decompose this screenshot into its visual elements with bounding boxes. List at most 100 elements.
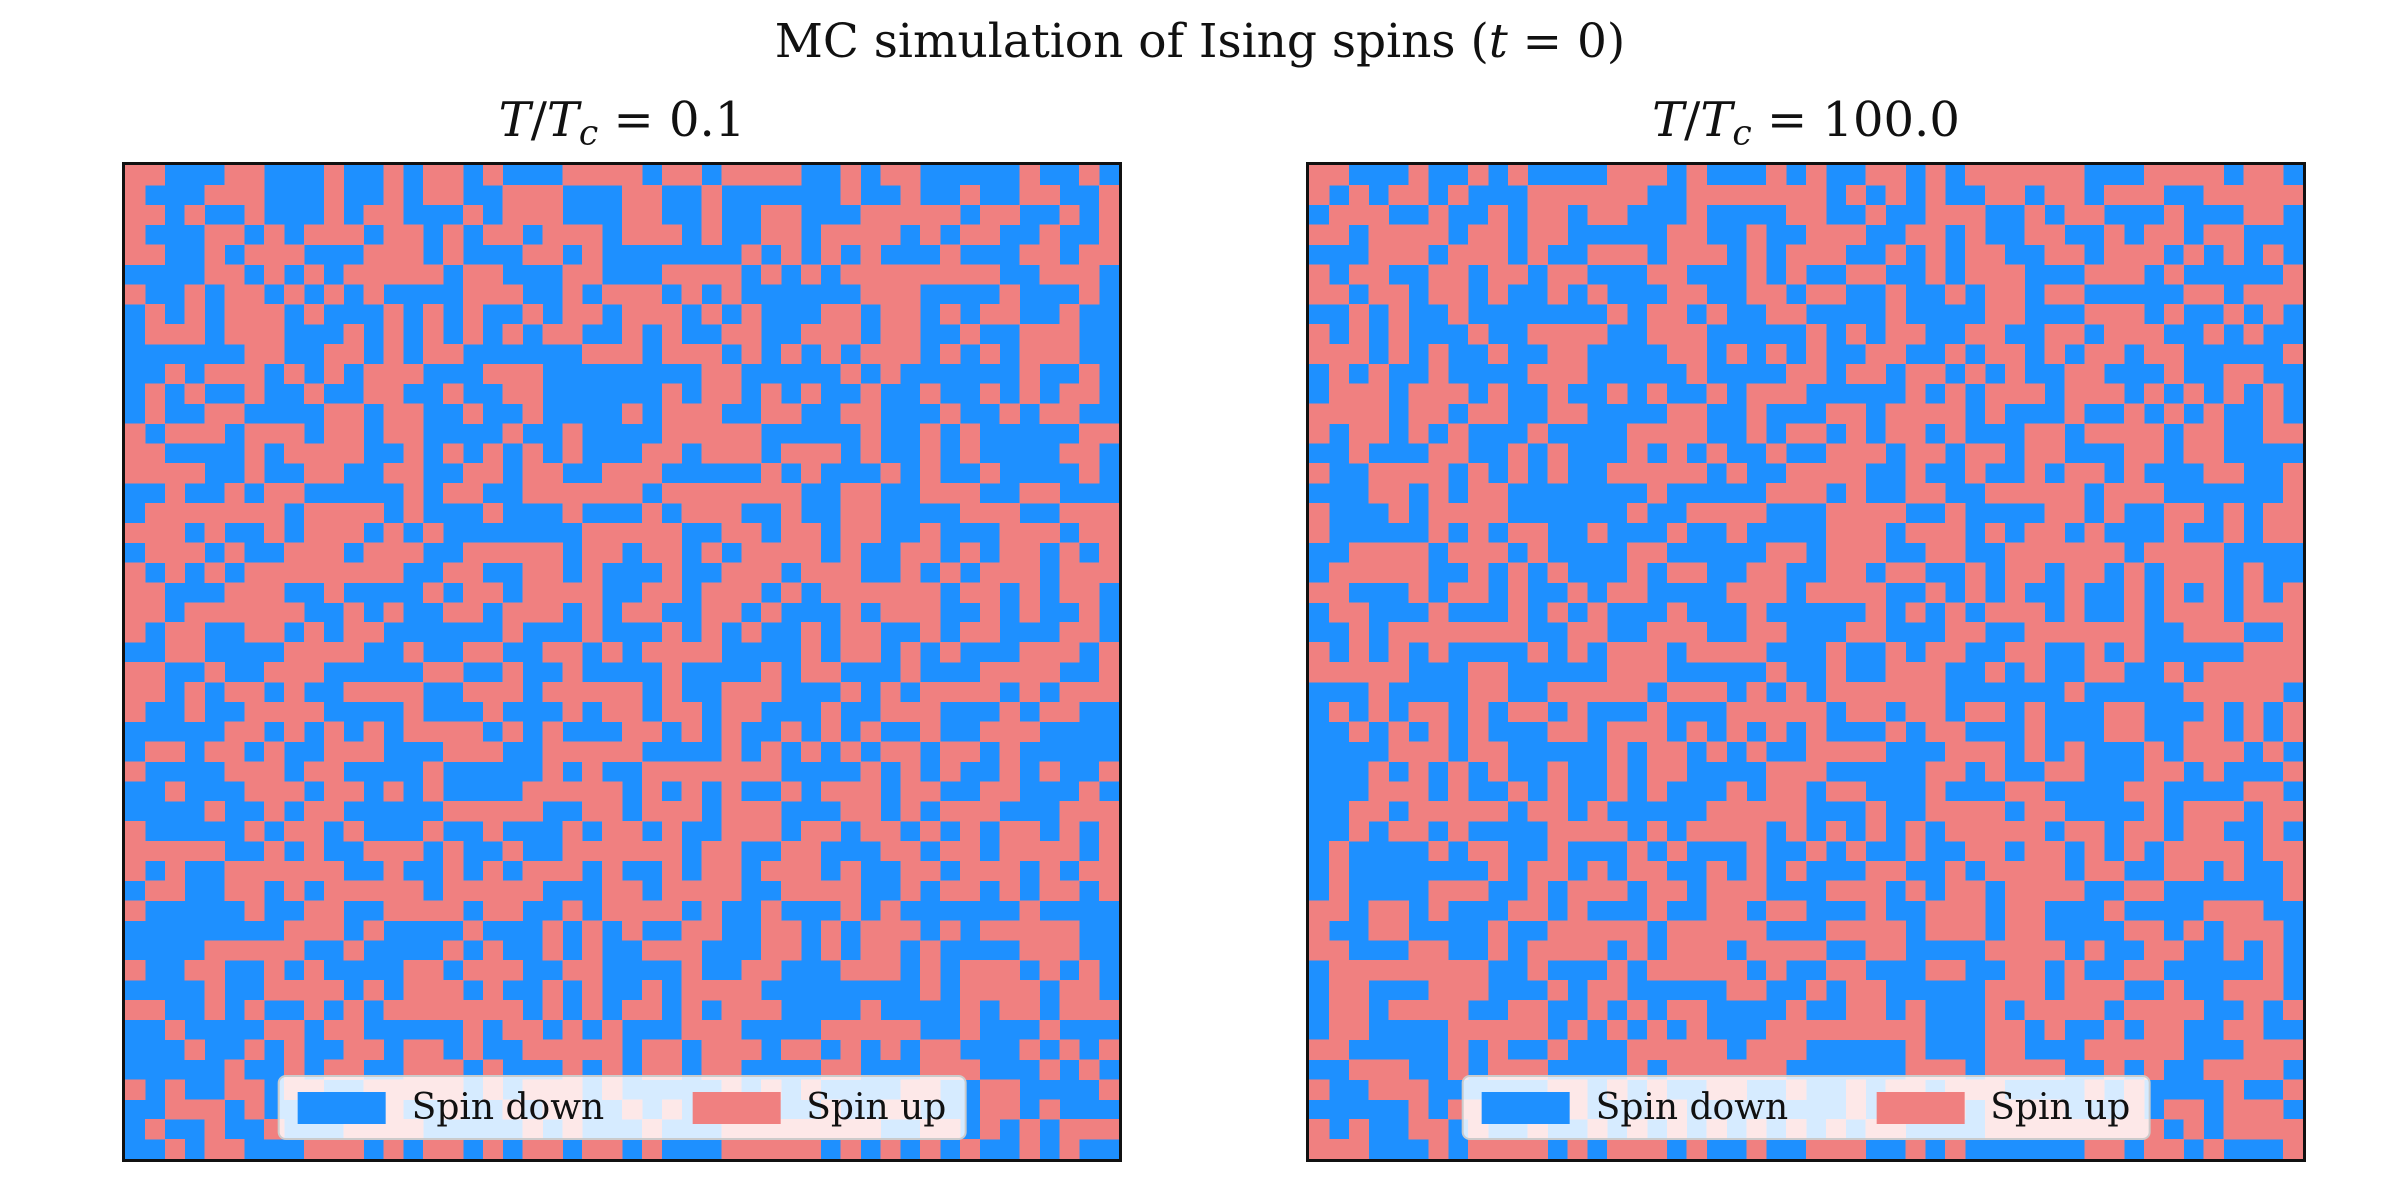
spin-up-cell (1059, 502, 1080, 524)
spin-up-cell (2124, 821, 2145, 842)
spin-up-cell (1309, 900, 1330, 921)
spin-up-cell (1328, 1019, 1350, 1041)
spin-up-cell (2124, 840, 2145, 862)
spin-up-cell (900, 1019, 921, 1041)
spin-up-cell (2124, 999, 2145, 1021)
spin-up-cell (482, 980, 504, 1001)
spin-up-cell (661, 542, 683, 563)
spin-up-cell (1786, 363, 1807, 385)
spin-up-cell (781, 860, 802, 882)
spin-up-cell (920, 463, 941, 484)
spin-up-cell (800, 383, 822, 404)
spin-up-cell (1099, 184, 1119, 206)
spin-up-cell (1925, 1059, 1946, 1080)
spin-up-cell (2124, 403, 2145, 424)
spin-up-cell (2163, 264, 2185, 285)
spin-up-cell (1607, 204, 1628, 226)
spin-up-cell (820, 920, 842, 941)
spin-up-cell (1388, 721, 1409, 742)
spin-up-cell (1448, 244, 1469, 265)
spin-up-cell (840, 1039, 861, 1060)
spin-up-cell (482, 681, 504, 703)
spin-up-cell (1845, 840, 1867, 862)
spin-up-cell (1984, 860, 2006, 882)
spin-up-cell (1368, 701, 1389, 723)
spin-up-cell (1865, 1019, 1886, 1041)
spin-up-cell (2203, 801, 2224, 822)
spin-up-cell (721, 821, 742, 842)
spin-up-cell (1706, 1059, 1727, 1080)
spin-up-cell (781, 781, 802, 802)
spin-up-cell (2203, 284, 2224, 305)
spin-up-cell (462, 602, 484, 623)
spin-up-cell (959, 582, 981, 603)
spin-up-cell (999, 960, 1020, 981)
spin-up-cell (144, 403, 166, 424)
spin-up-cell (125, 423, 146, 444)
spin-up-cell (781, 522, 802, 544)
spin-up-cell (2084, 204, 2105, 226)
spin-up-cell (582, 980, 603, 1001)
spin-up-cell (1428, 900, 1449, 921)
spin-up-cell (959, 999, 981, 1021)
spin-up-cell (1428, 801, 1449, 822)
spin-up-cell (641, 463, 663, 484)
spin-up-cell (2263, 502, 2284, 524)
spin-up-cell (920, 383, 941, 404)
spin-up-cell (144, 741, 166, 762)
spin-up-cell (2203, 1059, 2224, 1080)
spin-up-cell (2163, 502, 2185, 524)
spin-up-cell (1607, 463, 1628, 484)
spin-up-cell (1487, 1059, 1509, 1080)
spin-up-cell (164, 483, 186, 504)
spin-up-cell (2044, 184, 2065, 206)
spin-up-cell (184, 502, 205, 524)
spin-up-cell (820, 781, 842, 802)
spin-up-cell (2283, 1139, 2303, 1159)
spin-up-cell (1627, 1139, 1648, 1159)
spin-up-cell (2084, 622, 2105, 643)
spin-up-cell (2223, 900, 2244, 921)
spin-up-cell (323, 920, 345, 941)
spin-up-cell (363, 880, 384, 901)
spin-up-cell (1587, 184, 1608, 206)
spin-up-cell (1706, 920, 1727, 941)
spin-up-cell (303, 562, 325, 583)
spin-up-cell (284, 363, 305, 385)
spin-up-cell (800, 821, 822, 842)
spin-up-cell (522, 304, 543, 325)
spin-up-cell (979, 343, 1001, 365)
spin-up-cell (1746, 1039, 1767, 1060)
spin-up-cell (781, 403, 802, 424)
spin-up-cell (184, 1039, 205, 1060)
spin-up-cell (1746, 840, 1767, 862)
spin-up-cell (1428, 204, 1449, 226)
spin-up-cell (562, 224, 583, 245)
spin-up-cell (502, 900, 523, 921)
spin-up-cell (1646, 463, 1668, 484)
spin-up-cell (979, 1079, 1001, 1100)
spin-up-cell (2004, 821, 2026, 842)
spin-up-cell (1905, 821, 1926, 842)
spin-up-cell (900, 324, 921, 345)
spin-up-cell (701, 920, 722, 941)
spin-up-cell (1746, 562, 1767, 583)
spin-up-cell (1607, 880, 1628, 901)
spin-up-cell (800, 662, 822, 683)
spin-up-cell (284, 642, 305, 663)
spin-up-cell (741, 999, 762, 1021)
spin-up-cell (2124, 582, 2145, 603)
spin-up-cell (542, 940, 563, 961)
spin-up-cell (1019, 582, 1040, 603)
spin-up-cell (522, 363, 543, 385)
spin-up-cell (1059, 1039, 1080, 1060)
spin-up-cell (1766, 284, 1787, 305)
spin-up-cell (1348, 1019, 1370, 1041)
spin-up-cell (1348, 821, 1370, 842)
spin-up-cell (1328, 284, 1350, 305)
spin-up-cell (1746, 1139, 1767, 1159)
spin-up-cell (1448, 502, 1469, 524)
spin-up-cell (2203, 224, 2224, 245)
spin-up-cell (423, 522, 444, 544)
spin-up-cell (462, 880, 484, 901)
